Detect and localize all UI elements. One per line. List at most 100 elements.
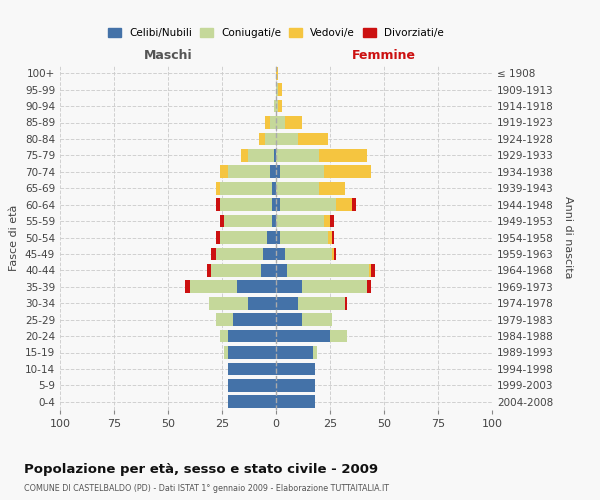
Bar [330, 214, 334, 228]
Bar [224, 346, 229, 359]
Bar [276, 280, 302, 293]
Bar [272, 214, 276, 228]
Bar [272, 198, 276, 211]
Bar [233, 313, 276, 326]
Bar [280, 198, 337, 211]
Bar [323, 214, 330, 228]
Bar [265, 116, 269, 129]
Bar [276, 330, 330, 342]
Bar [229, 396, 276, 408]
Bar [229, 346, 276, 359]
Bar [248, 297, 276, 310]
Text: Maschi: Maschi [143, 48, 193, 62]
Bar [276, 231, 280, 244]
Bar [345, 297, 347, 310]
Bar [276, 248, 284, 260]
Bar [276, 132, 298, 145]
Text: COMUNE DI CASTELBALDO (PD) - Dati ISTAT 1° gennaio 2009 - Elaborazione TUTTAITAL: COMUNE DI CASTELBALDO (PD) - Dati ISTAT … [24, 484, 389, 493]
Bar [319, 149, 367, 162]
Bar [278, 83, 283, 96]
Bar [229, 362, 276, 376]
Bar [298, 132, 328, 145]
Bar [265, 132, 276, 145]
Bar [276, 83, 278, 96]
Bar [287, 264, 369, 277]
Bar [276, 100, 278, 112]
Bar [276, 166, 280, 178]
Bar [284, 248, 332, 260]
Bar [220, 182, 272, 194]
Bar [276, 379, 315, 392]
Bar [241, 149, 248, 162]
Bar [211, 248, 215, 260]
Bar [276, 346, 313, 359]
Bar [332, 248, 334, 260]
Bar [298, 297, 345, 310]
Bar [276, 396, 315, 408]
Bar [276, 116, 284, 129]
Bar [274, 100, 276, 112]
Bar [352, 198, 356, 211]
Bar [269, 116, 276, 129]
Bar [237, 280, 276, 293]
Bar [220, 231, 268, 244]
Bar [302, 280, 367, 293]
Bar [259, 132, 265, 145]
Bar [274, 149, 276, 162]
Bar [220, 166, 229, 178]
Bar [224, 214, 272, 228]
Bar [220, 330, 229, 342]
Bar [229, 166, 269, 178]
Bar [268, 231, 276, 244]
Bar [278, 100, 283, 112]
Text: Femmine: Femmine [352, 48, 416, 62]
Bar [185, 280, 190, 293]
Text: Popolazione per età, sesso e stato civile - 2009: Popolazione per età, sesso e stato civil… [24, 462, 378, 475]
Bar [276, 67, 278, 80]
Bar [220, 214, 224, 228]
Bar [280, 166, 323, 178]
Bar [334, 248, 337, 260]
Bar [215, 248, 263, 260]
Bar [276, 198, 280, 211]
Bar [248, 149, 274, 162]
Bar [319, 182, 345, 194]
Y-axis label: Fasce di età: Fasce di età [10, 204, 19, 270]
Bar [269, 166, 276, 178]
Bar [276, 297, 298, 310]
Bar [276, 214, 323, 228]
Bar [272, 182, 276, 194]
Bar [369, 264, 371, 277]
Bar [220, 198, 272, 211]
Bar [332, 231, 334, 244]
Bar [276, 362, 315, 376]
Bar [229, 330, 276, 342]
Bar [367, 280, 371, 293]
Bar [229, 379, 276, 392]
Bar [261, 264, 276, 277]
Bar [328, 231, 332, 244]
Bar [330, 330, 347, 342]
Bar [323, 166, 371, 178]
Bar [337, 198, 352, 211]
Y-axis label: Anni di nascita: Anni di nascita [563, 196, 573, 279]
Legend: Celibi/Nubili, Coniugati/e, Vedovi/e, Divorziati/e: Celibi/Nubili, Coniugati/e, Vedovi/e, Di… [104, 24, 448, 42]
Bar [313, 346, 317, 359]
Bar [280, 231, 328, 244]
Bar [276, 182, 319, 194]
Bar [302, 313, 332, 326]
Bar [371, 264, 376, 277]
Bar [263, 248, 276, 260]
Bar [211, 264, 261, 277]
Bar [207, 264, 211, 277]
Bar [215, 231, 220, 244]
Bar [276, 313, 302, 326]
Bar [215, 182, 220, 194]
Bar [276, 149, 319, 162]
Bar [215, 198, 220, 211]
Bar [190, 280, 237, 293]
Bar [215, 313, 233, 326]
Bar [284, 116, 302, 129]
Bar [276, 264, 287, 277]
Bar [209, 297, 248, 310]
